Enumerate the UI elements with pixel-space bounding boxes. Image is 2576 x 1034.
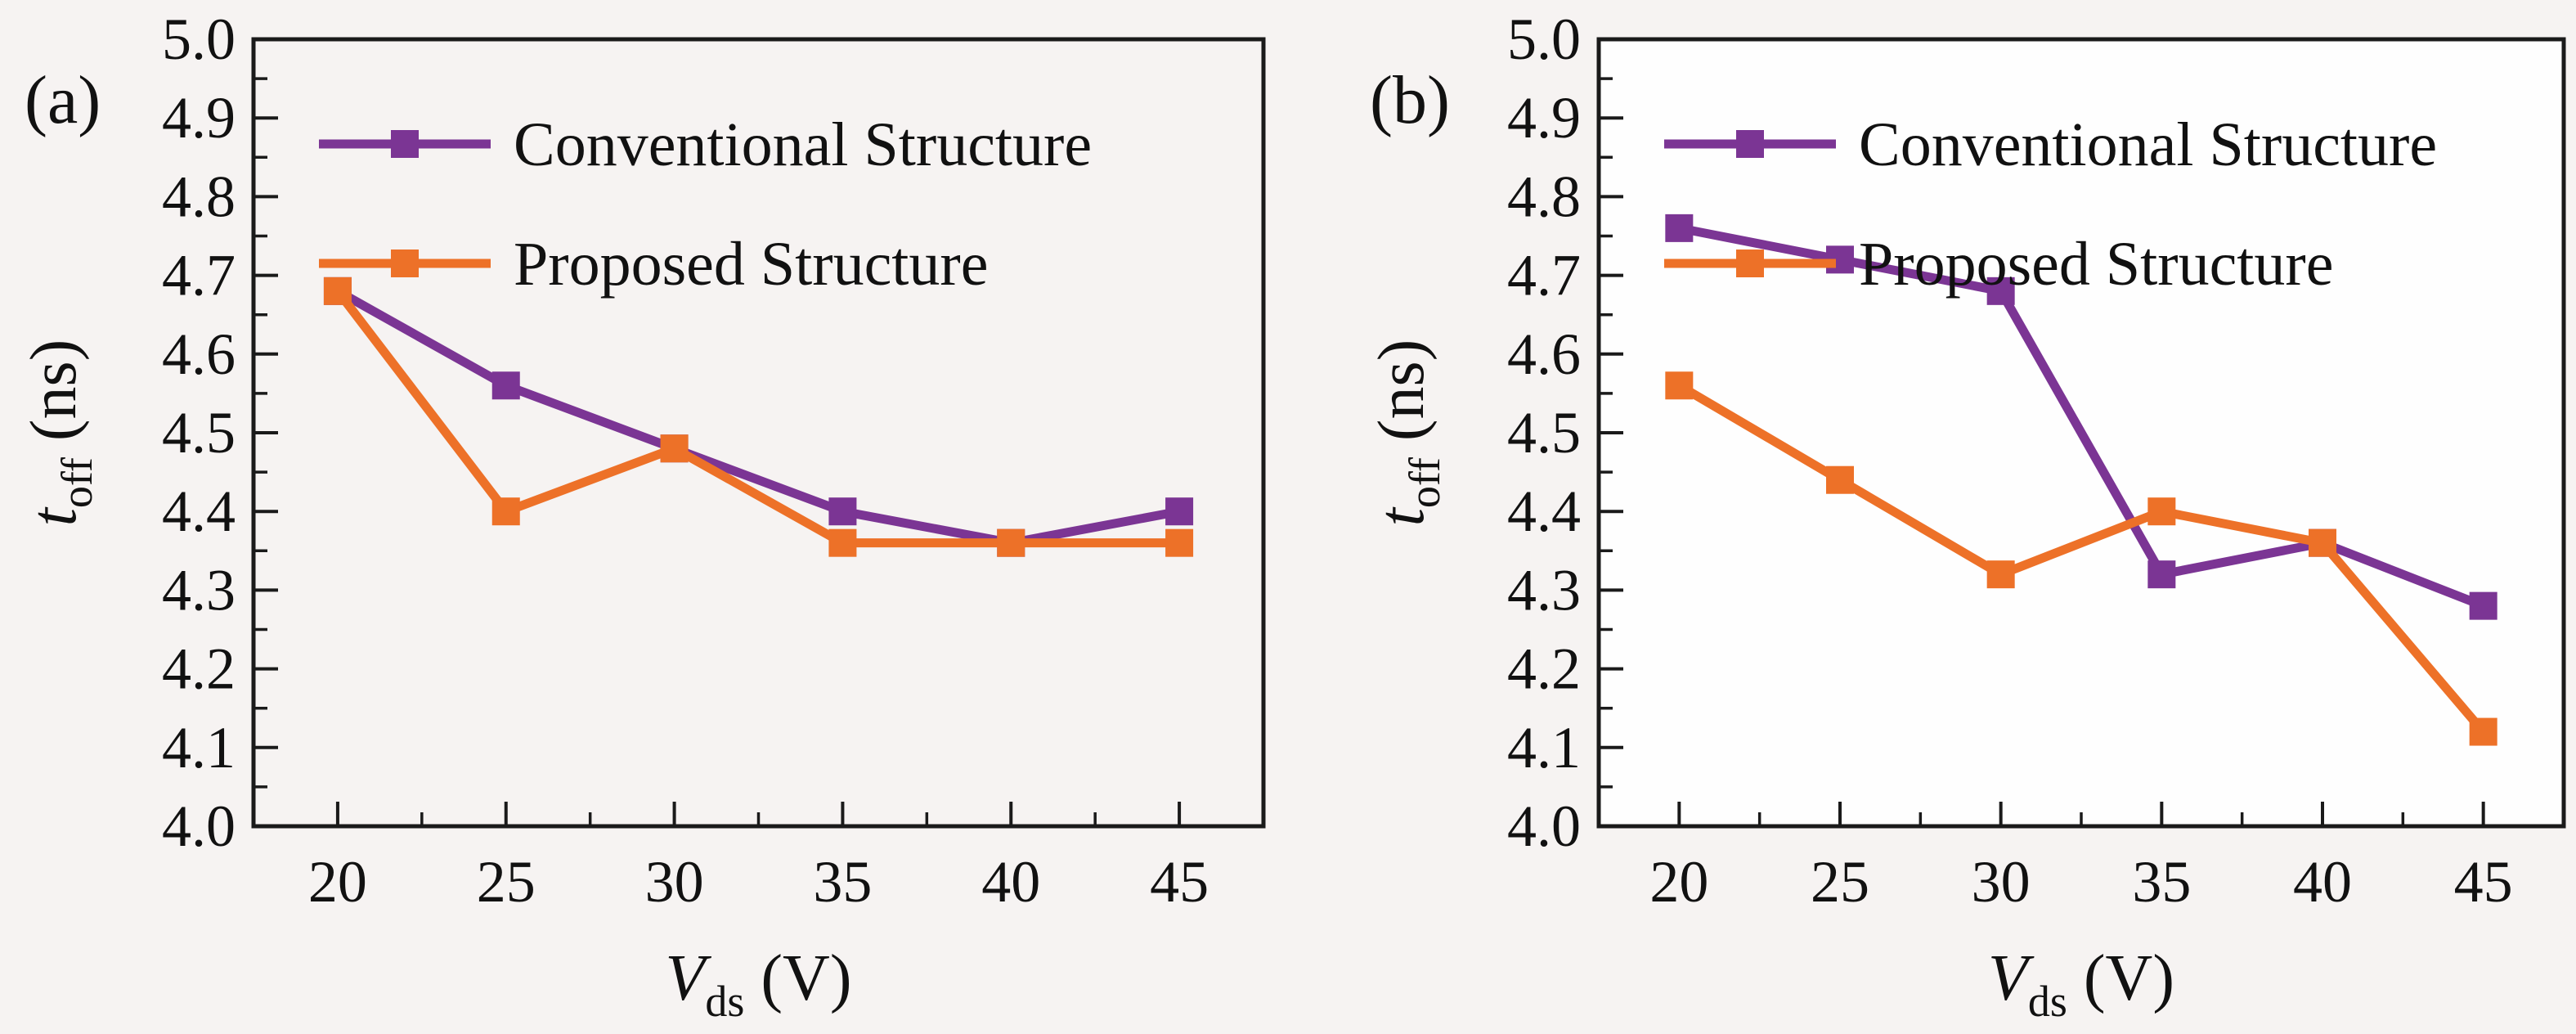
y-tick-label: 4.5 (162, 400, 236, 465)
y-tick-label: 4.2 (162, 636, 236, 702)
y-tick-label: 4.9 (1507, 85, 1581, 151)
y-tick-label: 4.5 (1507, 400, 1581, 465)
y-tick-label: 4.8 (162, 164, 236, 229)
series-proposed-marker (828, 528, 857, 557)
x-tick-label: 30 (1972, 849, 2031, 915)
x-tick-label: 20 (1649, 849, 1708, 915)
y-axis-title: toff (ns) (1366, 339, 1449, 527)
y-tick-label: 4.9 (162, 85, 236, 151)
y-tick-label: 4.4 (1507, 479, 1581, 544)
series-proposed-marker (2309, 528, 2336, 557)
y-tick-label: 4.3 (1507, 557, 1581, 623)
panel-label: (a) (25, 62, 101, 138)
series-proposed-marker (997, 528, 1025, 557)
y-axis-title: toff (ns) (18, 339, 101, 527)
series-proposed-marker (491, 497, 520, 526)
series-proposed-marker (2469, 717, 2497, 746)
legend-conventional-label: Conventional Structure (514, 110, 1092, 179)
x-tick-label: 45 (1150, 849, 1209, 915)
series-conventional-marker (491, 371, 520, 400)
chart-b: 5.0 4.9 4.8 4.7 4.6 4.5 4.4 4.3 4.2 4.1 4.0 20 25 30 3… (1366, 7, 2566, 1026)
series-proposed-marker (1986, 560, 2015, 589)
y-tick-label: 4.4 (162, 479, 236, 544)
series-proposed-marker (1826, 465, 1854, 494)
legend-conventional-marker (391, 130, 419, 158)
y-tick-label: 4.0 (162, 793, 236, 859)
y-tick-label: 4.3 (162, 557, 236, 623)
chart-a: 5.0 4.9 4.8 4.7 4.6 4.5 4.4 4.3 4.2 4.1 4.0 20 25 30 3… (18, 7, 1266, 1026)
x-tick-label: 40 (981, 849, 1040, 915)
series-conventional-marker (1165, 497, 1194, 526)
series-conventional-marker (1986, 276, 2015, 305)
y-tick-label: 4.7 (1507, 243, 1581, 308)
y-tick-label: 4.6 (1507, 321, 1581, 387)
panel-label: (b) (1370, 62, 1450, 138)
y-tick-label: 5.0 (1507, 7, 1581, 72)
legend-proposed-label: Proposed Structure (1859, 230, 2333, 299)
series-proposed-marker (660, 434, 689, 463)
x-axis-title: Vds (V) (666, 942, 852, 1026)
y-tick-label: 4.0 (1507, 793, 1581, 859)
plot-frame (251, 37, 1266, 829)
x-tick-label: 30 (645, 849, 704, 915)
y-tick-label: 5.0 (162, 7, 236, 72)
panel-b: 5.0 4.9 4.8 4.7 4.6 4.5 4.4 4.3 4.2 4.1 4.0 20 25 30 3… (1288, 0, 2576, 1034)
y-tick-label: 4.1 (1507, 715, 1581, 780)
x-tick-label: 45 (2454, 849, 2513, 915)
y-tick-label: 4.6 (162, 321, 236, 387)
y-tick-label: 4.8 (1507, 164, 1581, 229)
x-tick-label: 25 (1811, 849, 1869, 915)
series-conventional-line (1678, 223, 2485, 610)
legend-conventional-marker (1736, 130, 1764, 158)
legend-conventional-label: Conventional Structure (1859, 110, 2437, 179)
x-axis-title: Vds (V) (1988, 942, 2174, 1026)
series-conventional-line (335, 287, 1181, 548)
x-tick-label: 20 (308, 849, 367, 915)
series-proposed-marker (1665, 371, 1694, 400)
x-tick-label: 25 (477, 849, 536, 915)
y-tick-label: 4.1 (162, 715, 236, 780)
x-tick-label: 40 (2293, 849, 2352, 915)
series-proposed-marker (2147, 497, 2176, 526)
series-conventional-marker (2147, 560, 2176, 589)
series-proposed-line (1676, 381, 2487, 735)
series-proposed-line (334, 288, 1180, 548)
panel-a: 5.0 4.9 4.8 4.7 4.6 4.5 4.4 4.3 4.2 4.1 4.0 20 25 30 3… (18, 7, 1266, 1026)
series-conventional-marker (1665, 214, 1694, 242)
y-tick-label: 4.2 (1507, 636, 1581, 702)
x-tick-label: 35 (813, 849, 872, 915)
legend-proposed-marker (391, 250, 419, 277)
legend-proposed-marker (1736, 250, 1764, 277)
series-conventional-marker (828, 497, 857, 526)
x-tick-label: 35 (2132, 849, 2191, 915)
series-proposed-marker (323, 276, 352, 305)
series-proposed-marker (1165, 528, 1194, 557)
series-conventional-marker (2469, 591, 2497, 620)
y-tick-label: 4.7 (162, 243, 236, 308)
legend-proposed-label: Proposed Structure (514, 230, 988, 299)
